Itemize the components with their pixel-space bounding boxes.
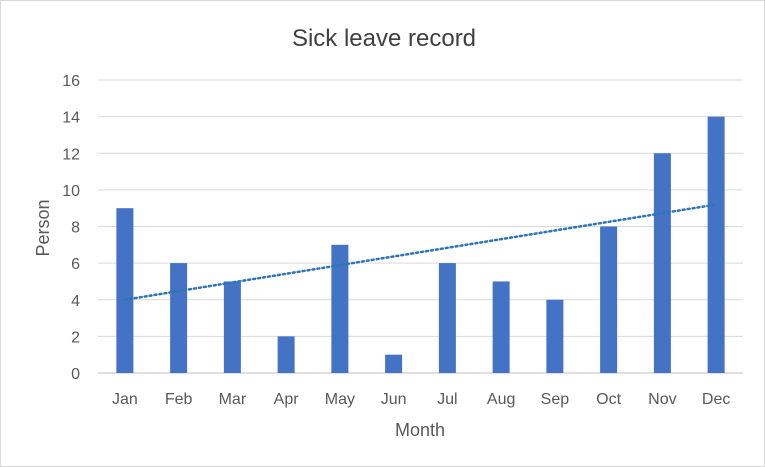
x-tick-label: Jan xyxy=(112,391,138,408)
x-tick-label: Oct xyxy=(596,391,621,408)
bar xyxy=(653,153,671,373)
chart-title: Sick leave record xyxy=(292,25,476,52)
bar xyxy=(116,208,134,373)
x-tick-label: Dec xyxy=(702,391,730,408)
y-tick-label: 10 xyxy=(62,183,80,200)
x-axis-title: Month xyxy=(395,420,445,440)
x-tick-label: Aug xyxy=(487,391,515,408)
x-tick-label: Mar xyxy=(219,391,247,408)
bar xyxy=(331,244,349,373)
x-tick-label: Nov xyxy=(648,391,676,408)
x-tick-label: Jul xyxy=(437,391,457,408)
x-tick-label: Apr xyxy=(274,391,300,408)
bar xyxy=(170,263,188,373)
y-tick-label: 0 xyxy=(71,366,80,383)
y-tick-label: 14 xyxy=(62,110,80,127)
y-tick-label: 4 xyxy=(71,293,80,310)
bar xyxy=(277,336,295,373)
x-tick-label: Feb xyxy=(165,391,193,408)
trendline xyxy=(123,203,718,301)
y-tick-label: 16 xyxy=(62,73,80,90)
y-tick-label: 12 xyxy=(62,146,80,163)
gridlines xyxy=(98,79,743,374)
y-tick-label: 2 xyxy=(71,329,80,346)
bar xyxy=(707,116,725,373)
x-axis-ticks: Jan Feb Mar Apr May Jun Jul Aug Sep Oct Nov Dec xyxy=(112,391,730,408)
y-axis-title: Person xyxy=(33,199,53,256)
y-tick-label: 6 xyxy=(71,256,80,273)
y-axis-ticks: 0 2 4 6 8 10 12 14 16 xyxy=(62,73,80,383)
y-tick-label: 8 xyxy=(71,220,80,237)
x-tick-label: May xyxy=(325,391,355,408)
x-tick-label: Sep xyxy=(541,391,570,408)
bars xyxy=(116,116,725,373)
bar xyxy=(385,354,403,373)
trendline-group xyxy=(123,203,718,301)
bar xyxy=(223,281,241,373)
bar xyxy=(546,299,564,373)
x-tick-label: Jun xyxy=(381,391,407,408)
bar xyxy=(438,263,456,373)
bar xyxy=(492,281,510,373)
bar xyxy=(600,226,618,373)
